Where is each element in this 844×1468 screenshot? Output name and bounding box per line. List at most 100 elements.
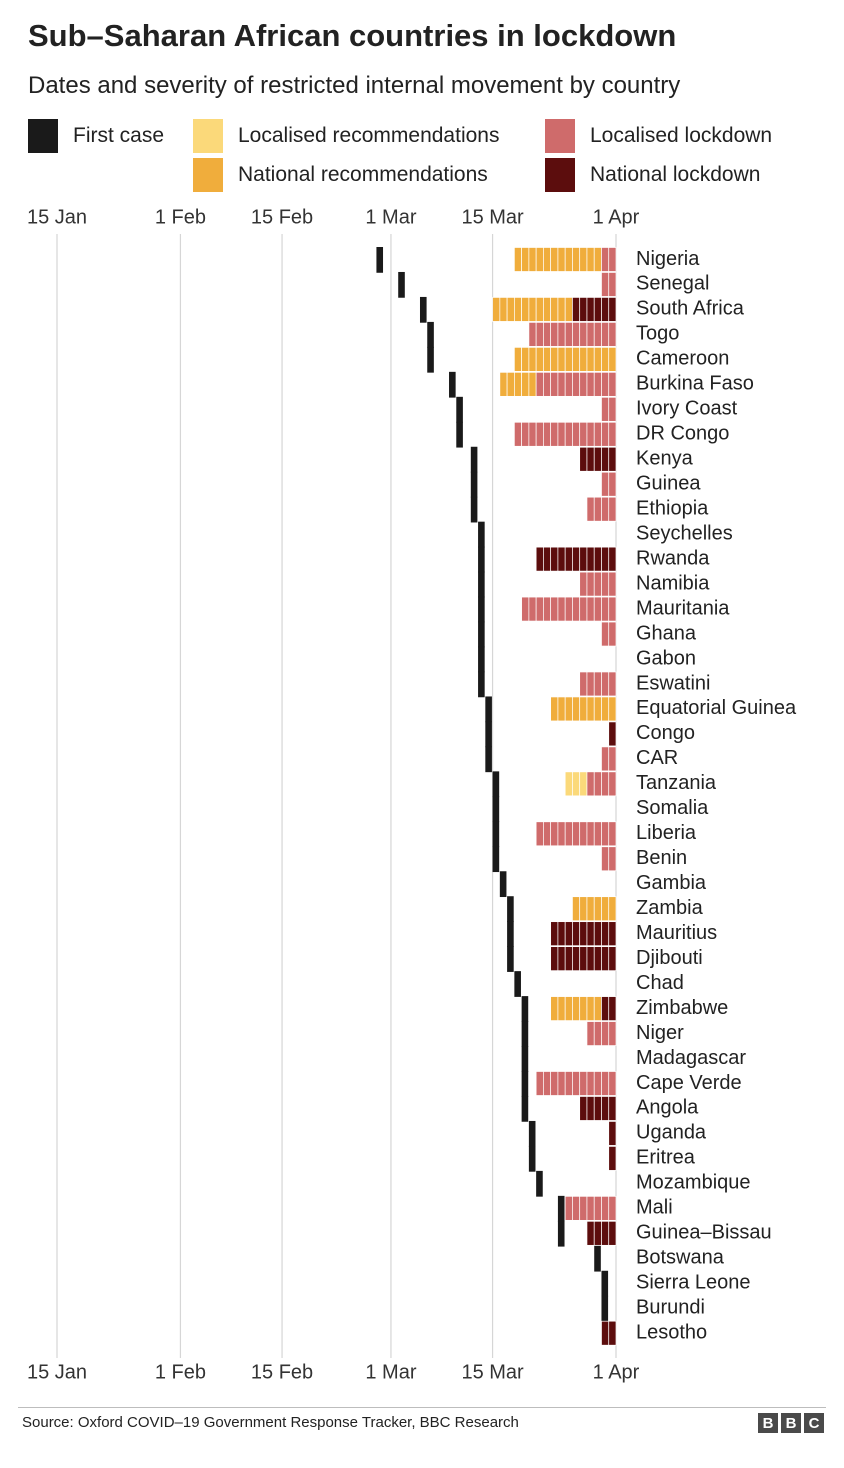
country-label: South Africa [636,298,745,320]
country-label: Lesotho [636,1321,707,1343]
country-label: Madagascar [636,1047,746,1069]
x-tick-label-bottom: 1 Feb [155,1361,206,1383]
country-label: Mozambique [636,1172,751,1194]
lockdown-day-cell [514,247,522,272]
lockdown-day-cell [514,421,522,447]
lockdown-day-cell [543,546,552,572]
lockdown-day-cell [608,371,617,397]
lockdown-day-cell [579,696,588,722]
lockdown-day-cell [535,297,544,322]
lockdown-day-cell [564,696,573,722]
first-case-marker [557,1195,565,1222]
lockdown-day-cell [586,1021,595,1046]
lockdown-day-cell [593,446,602,472]
legend-item-localised-recommendations: Localised recommendations [193,118,499,154]
legend-item-national-recommendations: National recommendations [193,157,488,193]
lockdown-day-cell [593,1021,602,1046]
country-label: Namibia [636,572,710,594]
lockdown-day-cell [593,596,602,622]
country-label: Benin [636,847,687,869]
lockdown-day-cell [543,297,552,322]
lockdown-day-cell [543,322,552,347]
country-label: Tanzania [636,772,717,794]
lockdown-day-cell [535,421,544,447]
lockdown-day-cell [564,297,573,322]
lockdown-day-cell [608,322,617,347]
lockdown-day-cell [550,371,559,397]
first-case-marker [398,271,405,298]
lockdown-day-cell [586,921,595,947]
lockdown-day-cell [586,347,595,372]
legend-item-first-case: First case [28,118,164,154]
country-label: Burundi [636,1297,705,1319]
lockdown-day-cell [550,946,559,971]
first-case-marker [449,371,456,398]
country-label: Uganda [636,1122,707,1144]
lockdown-day-cell [506,297,515,322]
lockdown-day-cell [543,371,552,397]
lockdown-day-cell [601,322,610,347]
lockdown-day-cell [601,1195,610,1221]
lockdown-day-cell [601,1096,610,1121]
footer-divider [18,1407,826,1408]
first-case-marker [470,446,478,473]
lockdown-day-cell [557,1071,566,1096]
lockdown-day-cell [550,996,559,1021]
lockdown-day-cell [586,421,595,447]
first-case-marker [507,921,514,947]
country-label: Mali [636,1197,673,1219]
lockdown-day-cell [579,921,588,947]
lockdown-day-cell [564,1071,573,1096]
lockdown-day-cell [572,821,581,847]
lockdown-day-cell [601,671,610,697]
first-case-marker [492,846,500,873]
lockdown-day-cell [572,297,581,322]
legend-swatch-national-lockdown [545,158,575,192]
lockdown-day-cell [521,297,530,322]
legend-item-localised-lockdown: Localised lockdown [545,118,772,154]
country-label: Sierra Leone [636,1272,751,1294]
legend-item-national-lockdown: National lockdown [545,157,760,193]
first-case-marker [594,1245,601,1272]
lockdown-day-cell [608,621,617,647]
lockdown-day-cell [579,571,588,597]
lockdown-day-cell [579,546,588,572]
country-label: Nigeria [636,248,700,270]
lockdown-day-cell [535,347,544,372]
lockdown-day-cell [586,671,595,697]
lockdown-day-cell [572,247,581,272]
lockdown-day-cell [535,546,544,572]
lockdown-day-cell [593,771,602,797]
country-label: Togo [636,323,679,345]
first-case-marker [485,696,492,723]
lockdown-day-cell [593,1220,602,1246]
lockdown-day-cell [528,421,537,447]
lockdown-day-cell [579,297,588,322]
lockdown-day-cell [593,496,602,522]
first-case-marker [521,996,529,1022]
lockdown-day-cell [608,846,617,872]
first-case-marker [507,946,514,972]
lockdown-day-cell [601,471,610,497]
lockdown-day-cell [521,247,530,272]
country-label: Botswana [636,1247,725,1269]
lockdown-day-cell [608,396,617,422]
lockdown-day-cell [586,1195,595,1221]
lockdown-day-cell [535,821,544,847]
first-case-marker [507,896,514,922]
lockdown-day-cell [572,347,581,372]
legend-label-localised-lockdown: Localised lockdown [590,124,773,147]
lockdown-day-cell [608,272,617,297]
lockdown-day-cell [564,421,573,447]
lockdown-day-cell [550,596,559,622]
lockdown-day-cell [564,371,573,397]
lockdown-day-cell [579,371,588,397]
lockdown-day-cell [572,996,581,1021]
lockdown-day-cell [586,1220,595,1246]
lockdown-day-cell [572,946,581,971]
lockdown-day-cell [601,896,610,922]
lockdown-day-cell [572,596,581,622]
lockdown-day-cell [608,721,617,747]
lockdown-day-cell [564,996,573,1021]
lockdown-day-cell [528,322,537,347]
